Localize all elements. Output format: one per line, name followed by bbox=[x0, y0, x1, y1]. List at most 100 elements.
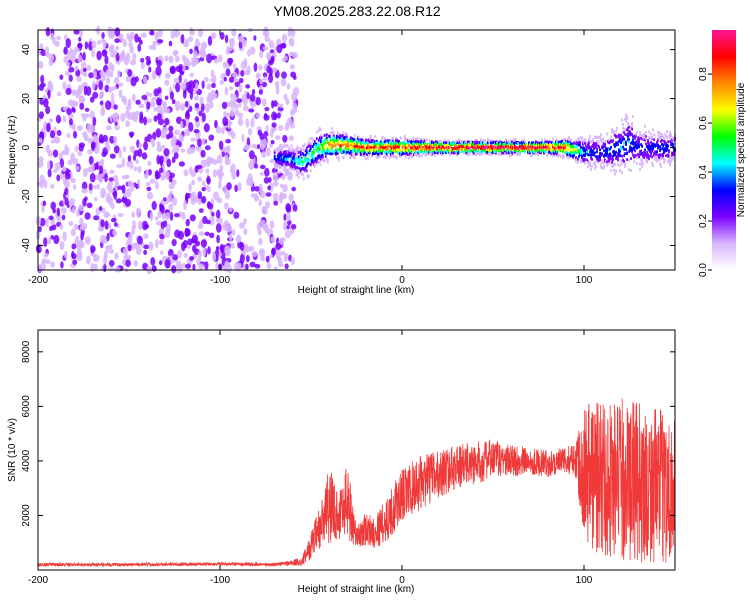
noise-cell bbox=[63, 46, 68, 55]
band-cell bbox=[573, 153, 575, 157]
band-cell bbox=[472, 142, 475, 146]
band-cell bbox=[434, 140, 437, 144]
band-cell bbox=[410, 155, 413, 159]
band-cell bbox=[277, 159, 280, 163]
noise-cell bbox=[126, 32, 130, 40]
band-cell bbox=[492, 147, 494, 151]
band-cell bbox=[630, 148, 632, 152]
band-cell bbox=[465, 145, 468, 148]
noise-cell bbox=[164, 212, 171, 220]
noise-cell bbox=[108, 61, 113, 71]
band-cell bbox=[312, 160, 315, 164]
noise-cell bbox=[238, 40, 243, 49]
band-cell bbox=[427, 145, 430, 149]
noise-cell bbox=[175, 106, 180, 112]
band-cell bbox=[414, 146, 417, 150]
band-cell bbox=[511, 153, 513, 157]
noise-cell bbox=[263, 130, 269, 137]
snr-frame bbox=[37, 329, 676, 571]
band-cell bbox=[577, 161, 579, 165]
band-cell bbox=[663, 139, 665, 143]
band-cell bbox=[404, 146, 407, 150]
noise-cell bbox=[163, 170, 167, 180]
band-cell bbox=[389, 145, 392, 149]
band-cell bbox=[596, 139, 598, 143]
band-cell bbox=[631, 141, 633, 144]
band-cell bbox=[447, 142, 450, 145]
noise-cell bbox=[65, 38, 71, 49]
band-cell bbox=[663, 149, 665, 153]
noise-cell bbox=[218, 217, 223, 225]
band-cell bbox=[570, 142, 572, 145]
band-cell bbox=[631, 148, 633, 152]
band-cell bbox=[465, 149, 468, 153]
noise-cell bbox=[145, 169, 149, 180]
band-cell bbox=[447, 146, 450, 149]
band-cell bbox=[611, 164, 613, 168]
band-cell bbox=[567, 140, 569, 143]
band-cell bbox=[542, 146, 544, 149]
band-cell bbox=[600, 162, 602, 166]
band-cell bbox=[567, 155, 569, 159]
band-cell bbox=[278, 155, 281, 159]
noise-cell bbox=[111, 86, 118, 91]
noise-cell bbox=[125, 174, 130, 180]
band-cell bbox=[636, 130, 638, 134]
band-cell bbox=[614, 145, 616, 148]
band-cell bbox=[322, 152, 325, 155]
band-cell bbox=[637, 152, 639, 156]
band-cell bbox=[530, 147, 532, 151]
band-cell bbox=[315, 161, 318, 165]
band-cell bbox=[293, 165, 296, 169]
band-cell bbox=[341, 143, 344, 147]
band-cell bbox=[592, 138, 594, 142]
noise-cell bbox=[249, 177, 254, 188]
band-cell bbox=[369, 148, 372, 152]
noise-cell bbox=[82, 167, 88, 178]
band-cell bbox=[306, 145, 309, 149]
noise-cell bbox=[219, 79, 225, 85]
band-cell bbox=[617, 158, 619, 162]
band-cell bbox=[282, 151, 285, 155]
band-cell bbox=[487, 141, 489, 145]
band-cell bbox=[426, 142, 429, 146]
noise-cell bbox=[98, 173, 104, 184]
band-cell bbox=[619, 168, 621, 172]
band-cell bbox=[498, 147, 500, 151]
band-cell bbox=[373, 147, 376, 151]
band-cell bbox=[573, 147, 575, 151]
band-cell bbox=[373, 152, 376, 156]
noise-cell bbox=[228, 76, 235, 83]
band-cell bbox=[571, 142, 573, 146]
noise-cell bbox=[168, 203, 174, 211]
band-cell bbox=[407, 156, 410, 160]
band-cell bbox=[569, 143, 571, 147]
band-cell bbox=[612, 139, 614, 143]
band-cell bbox=[478, 149, 480, 153]
noise-cell bbox=[164, 258, 171, 269]
band-cell bbox=[290, 157, 293, 161]
noise-cell bbox=[237, 262, 242, 271]
band-cell bbox=[392, 141, 395, 145]
noise-cell bbox=[216, 154, 223, 165]
band-cell bbox=[667, 144, 669, 148]
noise-cell bbox=[56, 35, 62, 41]
noise-cell bbox=[67, 99, 74, 106]
band-cell bbox=[599, 158, 601, 162]
band-cell bbox=[622, 158, 624, 162]
band-cell bbox=[597, 141, 599, 145]
band-cell bbox=[509, 141, 511, 145]
colorbar-tick-label: 0.2 bbox=[698, 214, 709, 228]
noise-cell bbox=[275, 242, 282, 250]
noise-cell bbox=[233, 211, 240, 219]
band-cell bbox=[439, 144, 442, 148]
band-cell bbox=[412, 153, 415, 157]
noise-cell bbox=[86, 149, 93, 155]
band-cell bbox=[599, 151, 601, 155]
band-cell bbox=[311, 158, 314, 162]
band-cell bbox=[521, 141, 523, 145]
noise-cell bbox=[171, 179, 177, 186]
band-cell bbox=[359, 142, 362, 145]
band-cell bbox=[577, 157, 579, 161]
band-cell bbox=[390, 147, 393, 150]
